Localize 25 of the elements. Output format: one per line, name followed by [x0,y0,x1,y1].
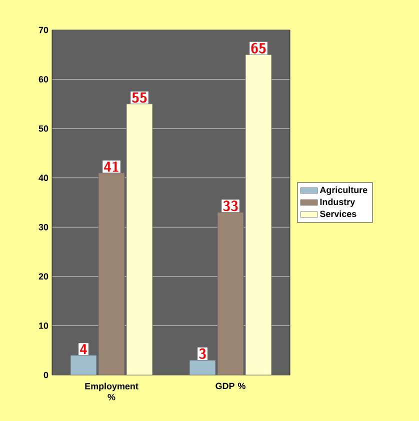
y-tick-label: 10 [39,322,48,329]
data-label: 4 [80,344,87,354]
legend-label: Agriculture [320,186,368,195]
bar [217,212,244,375]
y-tick-label: 0 [44,372,48,378]
y-tick-label: 60 [38,76,48,82]
y-tick-label: 30 [38,224,48,230]
data-label: 33 [223,200,238,212]
y-tick-label: 50 [38,125,48,132]
data-label: 41 [104,161,118,172]
x-tick-label: GDP % [216,382,246,390]
data-label: 65 [251,42,266,54]
legend-label: Services [320,210,356,218]
legend-label: Industry [320,198,356,207]
data-label: 55 [132,92,147,103]
x-tick-label: Employment % [85,382,138,400]
bar [245,54,272,375]
bar [70,355,97,375]
bar [98,172,125,375]
y-tick-label: 20 [38,273,48,280]
bar [126,104,153,375]
data-label: 3 [199,348,206,360]
bar [189,360,216,375]
y-tick-label: 70 [38,26,48,34]
y-tick-label: 40 [38,174,48,182]
